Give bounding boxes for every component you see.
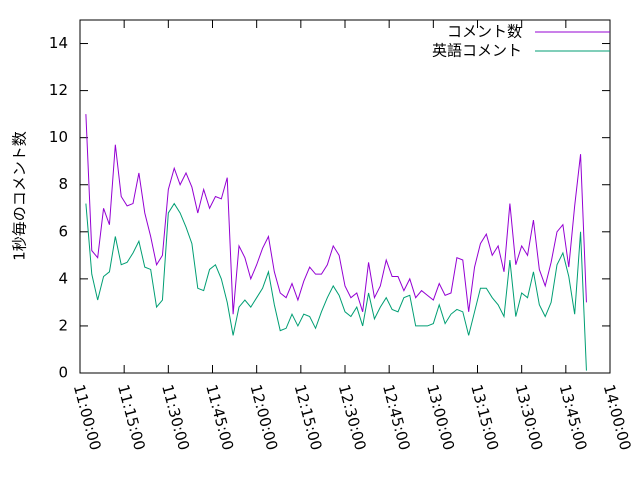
x-tick-label: 13:00:00 [423,383,458,453]
x-tick-label: 11:30:00 [158,383,193,453]
plot-border [79,19,611,374]
series-line [85,202,587,371]
x-tick-label: 12:15:00 [291,383,326,453]
x-tick-label: 13:45:00 [556,383,591,453]
x-tick-label: 14:00:00 [600,383,635,453]
y-tick-label: 6 [58,222,68,240]
series-line [85,114,587,315]
y-tick-label: 14 [49,34,68,52]
y-tick-label: 12 [49,81,68,99]
legend-label: コメント数 [447,23,522,41]
y-tick-label: 0 [58,364,68,382]
y-axis-label: 1秒毎のコメント数 [11,131,29,261]
x-tick-label: 11:45:00 [202,383,237,453]
x-tick-label: 12:00:00 [246,383,281,453]
y-tick-label: 4 [58,269,68,287]
x-tick-label: 13:15:00 [467,383,502,453]
y-tick-label: 8 [58,175,68,193]
x-tick-label: 11:15:00 [114,383,149,453]
legend-label: 英語コメント [432,42,522,60]
x-tick-label: 12:45:00 [379,383,414,453]
x-tick-label: 11:00:00 [70,383,105,453]
x-tick-label: 13:30:00 [511,383,546,453]
y-tick-label: 10 [49,128,68,146]
x-tick-label: 12:30:00 [335,383,370,453]
y-tick-label: 2 [58,316,68,334]
